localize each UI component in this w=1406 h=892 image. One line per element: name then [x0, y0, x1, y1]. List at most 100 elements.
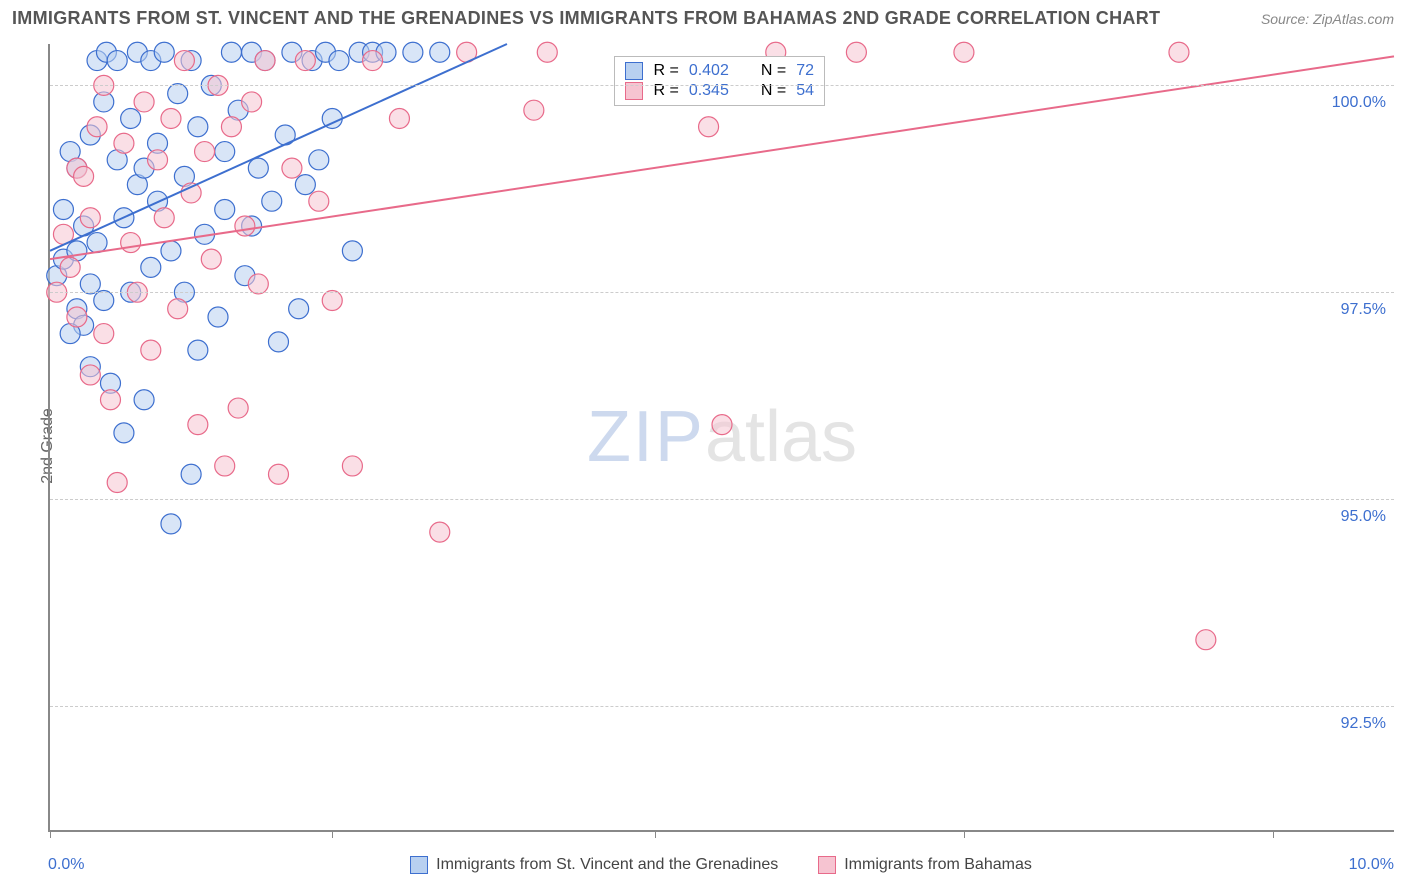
ytick-label: 97.5%: [1339, 301, 1388, 319]
stats-n-label: N =: [761, 62, 786, 80]
scatter-point: [74, 315, 94, 335]
scatter-point: [80, 274, 100, 294]
scatter-point: [87, 233, 107, 253]
scatter-point: [349, 42, 369, 62]
scatter-point: [188, 340, 208, 360]
scatter-point: [134, 390, 154, 410]
scatter-point: [316, 42, 336, 62]
scatter-point: [74, 166, 94, 186]
scatter-point: [295, 51, 315, 71]
scatter-point: [242, 92, 262, 112]
ytick-label: 100.0%: [1330, 94, 1388, 112]
watermark-atlas: atlas: [705, 397, 857, 477]
scatter-point: [188, 117, 208, 137]
scatter-point: [195, 142, 215, 162]
scatter-point: [188, 415, 208, 435]
scatter-point: [712, 415, 732, 435]
scatter-point: [148, 133, 168, 153]
scatter-point: [134, 92, 154, 112]
scatter-point: [295, 175, 315, 195]
scatter-point: [268, 332, 288, 352]
scatter-point: [67, 158, 87, 178]
scatter-point: [524, 100, 544, 120]
stats-n-value-1: 72: [796, 62, 814, 80]
scatter-point: [201, 249, 221, 269]
stats-r-label: R =: [653, 62, 678, 80]
scatter-point: [114, 133, 134, 153]
scatter-point: [60, 142, 80, 162]
scatter-point: [363, 51, 383, 71]
source-label: Source: ZipAtlas.com: [1261, 11, 1394, 27]
scatter-point: [60, 324, 80, 344]
scatter-points-layer: [50, 44, 1394, 830]
scatter-point: [1169, 42, 1189, 62]
scatter-point: [282, 158, 302, 178]
scatter-point: [74, 216, 94, 236]
scatter-point: [846, 42, 866, 62]
scatter-point: [363, 42, 383, 62]
scatter-point: [100, 390, 120, 410]
trend-lines-layer: [50, 44, 1394, 830]
ytick-label: 95.0%: [1339, 508, 1388, 526]
scatter-point: [430, 522, 450, 542]
scatter-point: [114, 423, 134, 443]
scatter-point: [208, 307, 228, 327]
scatter-point: [127, 175, 147, 195]
scatter-point: [53, 249, 73, 269]
title-bar: IMMIGRANTS FROM ST. VINCENT AND THE GREN…: [12, 8, 1394, 29]
watermark: ZIPatlas: [587, 396, 857, 478]
scatter-point: [148, 191, 168, 211]
scatter-point: [954, 42, 974, 62]
gridline: [50, 85, 1394, 86]
x-axis-legend: Immigrants from St. Vincent and the Gren…: [48, 856, 1394, 874]
scatter-point: [47, 266, 67, 286]
scatter-point: [289, 299, 309, 319]
legend-item-series1: Immigrants from St. Vincent and the Gren…: [410, 856, 778, 874]
scatter-point: [94, 92, 114, 112]
ytick-label: 92.5%: [1339, 715, 1388, 733]
trend-line: [50, 44, 507, 251]
scatter-point: [322, 108, 342, 128]
scatter-point: [275, 125, 295, 145]
scatter-point: [322, 290, 342, 310]
chart-title: IMMIGRANTS FROM ST. VINCENT AND THE GREN…: [12, 8, 1160, 29]
scatter-point: [537, 42, 557, 62]
scatter-point: [107, 51, 127, 71]
scatter-point: [80, 365, 100, 385]
scatter-point: [94, 324, 114, 344]
scatter-point: [67, 299, 87, 319]
scatter-point: [127, 42, 147, 62]
scatter-point: [309, 150, 329, 170]
scatter-point: [228, 398, 248, 418]
scatter-point: [154, 208, 174, 228]
scatter-point: [168, 299, 188, 319]
scatter-point: [215, 199, 235, 219]
scatter-point: [215, 142, 235, 162]
scatter-point: [302, 51, 322, 71]
scatter-point: [161, 241, 181, 261]
scatter-point: [174, 166, 194, 186]
scatter-point: [67, 241, 87, 261]
scatter-point: [80, 208, 100, 228]
scatter-point: [114, 208, 134, 228]
legend-item-series2: Immigrants from Bahamas: [818, 856, 1032, 874]
scatter-point: [195, 224, 215, 244]
legend-swatch-series2: [818, 856, 836, 874]
scatter-point: [80, 357, 100, 377]
scatter-point: [235, 266, 255, 286]
scatter-point: [403, 42, 423, 62]
xtick: [964, 830, 965, 838]
scatter-point: [309, 191, 329, 211]
scatter-point: [268, 464, 288, 484]
scatter-point: [699, 117, 719, 137]
scatter-point: [389, 108, 409, 128]
scatter-point: [154, 42, 174, 62]
gridline: [50, 292, 1394, 293]
scatter-point: [141, 340, 161, 360]
stats-row-series2: R = 0.345 N = 54: [625, 81, 814, 101]
swatch-series1: [625, 62, 643, 80]
xtick: [50, 830, 51, 838]
scatter-point: [181, 464, 201, 484]
scatter-point: [262, 191, 282, 211]
scatter-point: [255, 51, 275, 71]
